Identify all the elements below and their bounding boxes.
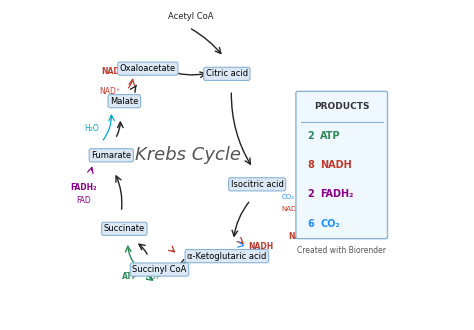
Text: CO₂: CO₂	[250, 247, 263, 253]
Text: Isocitric acid: Isocitric acid	[231, 180, 283, 189]
Text: Created with Biorender: Created with Biorender	[297, 246, 386, 254]
Text: Succinyl CoA: Succinyl CoA	[132, 265, 187, 274]
Text: ADP: ADP	[146, 273, 161, 281]
Text: NADH: NADH	[248, 242, 273, 251]
Text: 6: 6	[307, 219, 314, 229]
Text: Malate: Malate	[110, 97, 138, 106]
Text: Succinate: Succinate	[104, 224, 145, 233]
Text: CO₂: CO₂	[282, 194, 295, 200]
Text: NAD⁺: NAD⁺	[100, 87, 121, 96]
Text: 8: 8	[307, 160, 314, 170]
Text: α-Ketoglutaric acid: α-Ketoglutaric acid	[187, 252, 266, 261]
Text: Krebs Cycle: Krebs Cycle	[135, 146, 241, 164]
Text: NADH: NADH	[288, 232, 313, 241]
Text: ATP: ATP	[122, 273, 138, 281]
Text: Citric acid: Citric acid	[206, 69, 248, 78]
Text: NADH: NADH	[101, 67, 126, 77]
Text: FADH₂: FADH₂	[320, 189, 354, 199]
Text: NAD⁺: NAD⁺	[282, 206, 301, 212]
Text: NADH: NADH	[320, 160, 352, 170]
Text: CO₂: CO₂	[320, 219, 340, 229]
Text: 2: 2	[307, 189, 314, 199]
Text: Oxaloacetate: Oxaloacetate	[120, 64, 176, 73]
FancyBboxPatch shape	[296, 91, 388, 239]
Text: Fumarate: Fumarate	[91, 151, 131, 160]
Text: NAD⁺: NAD⁺	[250, 256, 269, 263]
Text: Acetyl CoA: Acetyl CoA	[168, 12, 213, 21]
Text: PRODUCTS: PRODUCTS	[314, 102, 369, 111]
Text: FAD: FAD	[76, 196, 91, 205]
Text: ATP: ATP	[320, 131, 341, 141]
Text: FADH₂: FADH₂	[70, 182, 97, 192]
Text: H₂O: H₂O	[84, 124, 99, 133]
Text: 2: 2	[307, 131, 314, 141]
